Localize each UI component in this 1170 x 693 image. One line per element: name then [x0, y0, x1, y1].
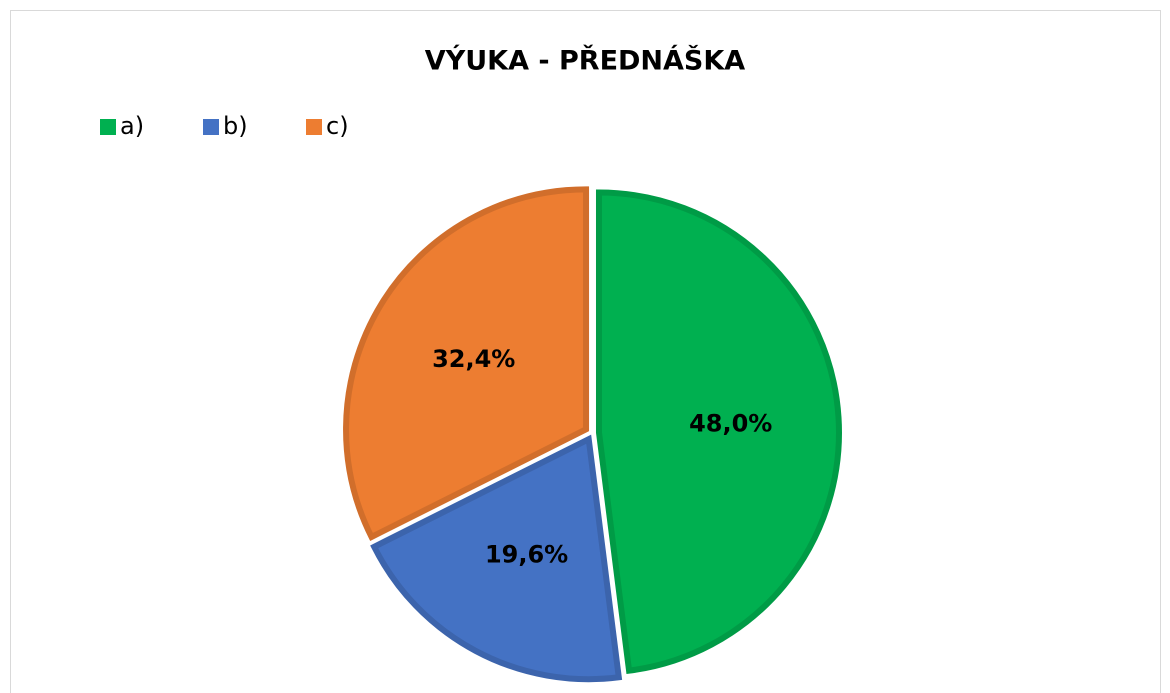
legend-swatch — [100, 119, 116, 135]
legend-label: b) — [223, 112, 248, 140]
data-label: 48,0% — [689, 409, 772, 437]
pie-slice — [595, 189, 842, 675]
legend-swatch — [203, 119, 219, 135]
legend-swatch — [306, 119, 322, 135]
legend-label: a) — [120, 112, 144, 140]
data-label: 19,6% — [485, 541, 568, 569]
pie-slice — [370, 434, 623, 683]
chart-title: VÝUKA - PŘEDNÁŠKA — [425, 45, 745, 77]
legend-label: c) — [326, 112, 349, 140]
pie-slice — [343, 186, 590, 541]
data-label: 32,4% — [432, 345, 515, 373]
